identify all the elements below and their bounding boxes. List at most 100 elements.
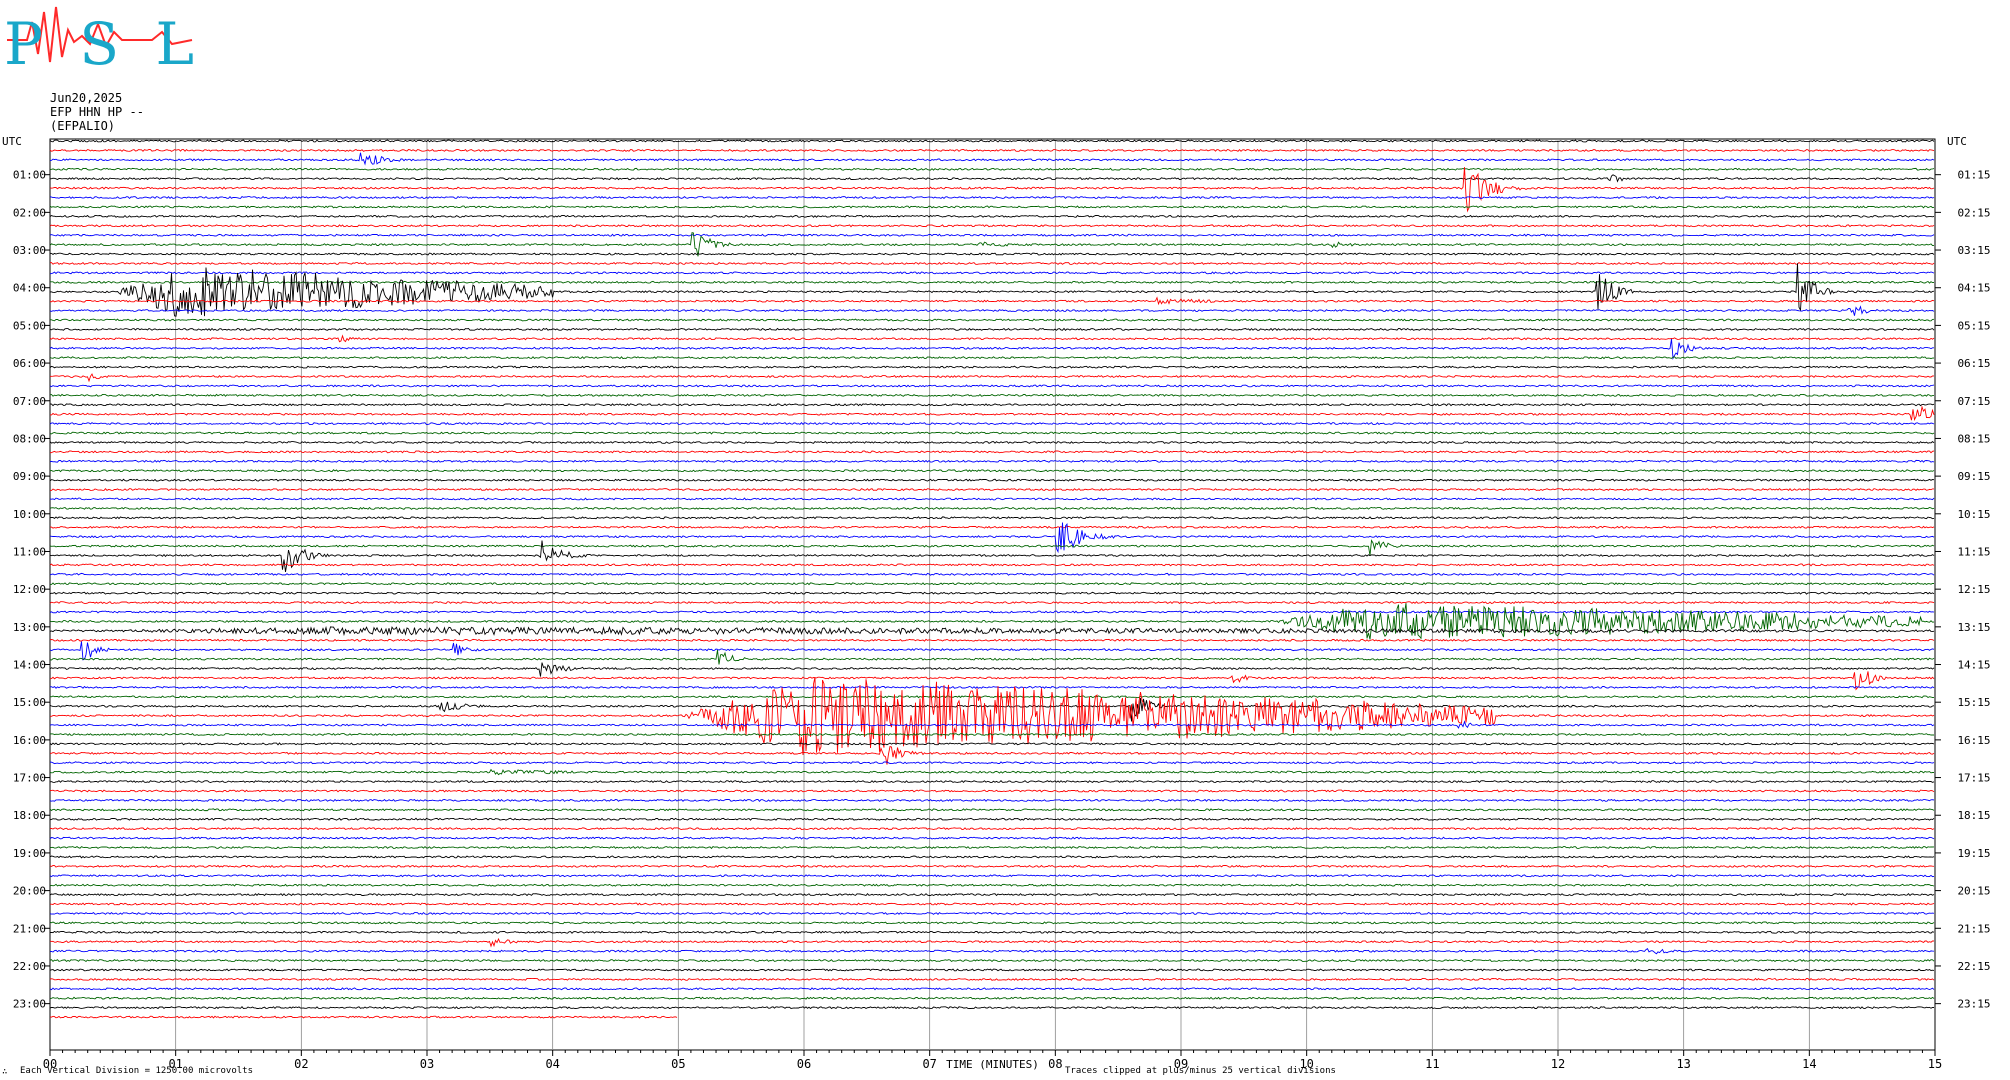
right-hour-label: 20:15	[1957, 885, 1990, 898]
seismic-trace	[49, 506, 1935, 510]
x-tick-label: 14	[1802, 1057, 1816, 1071]
seismic-trace	[49, 697, 1935, 722]
seismic-trace	[49, 610, 1935, 614]
seismic-trace	[49, 469, 1935, 473]
seismic-trace	[49, 393, 1934, 397]
seismic-trace	[49, 937, 1934, 948]
seismic-trace	[49, 497, 1935, 501]
seismic-trace	[49, 601, 1935, 605]
left-hour-label: 08:00	[13, 432, 46, 445]
left-hour-label: 02:00	[13, 206, 46, 219]
x-tick-label: 11	[1425, 1057, 1439, 1071]
seismic-trace	[50, 487, 1934, 492]
seismic-trace	[49, 808, 1935, 812]
seismic-trace	[49, 968, 1935, 972]
right-hour-label: 16:15	[1957, 734, 1990, 747]
x-tick-label: 12	[1551, 1057, 1565, 1071]
seismic-trace	[49, 263, 1935, 317]
x-axis-label: TIME (MINUTES)	[946, 1058, 1039, 1071]
logo-letters: PSL	[4, 10, 194, 72]
x-tick-label: 15	[1928, 1057, 1942, 1071]
seismic-trace	[49, 152, 1935, 166]
seismic-trace	[49, 261, 1935, 266]
right-hour-label: 07:15	[1957, 395, 1990, 408]
left-hour-label: 13:00	[13, 621, 46, 634]
x-tick-label: 10	[1299, 1057, 1313, 1071]
left-hour-label: 23:00	[13, 998, 46, 1011]
right-hour-label: 08:15	[1957, 432, 1990, 445]
right-hour-label: 06:15	[1957, 357, 1990, 370]
left-hour-label: 05:00	[13, 319, 46, 332]
seismic-trace	[49, 252, 1935, 256]
seismic-trace	[49, 761, 1935, 765]
seismic-trace	[49, 167, 1935, 171]
left-hour-label: 07:00	[13, 395, 46, 408]
seismic-trace	[49, 296, 1935, 306]
x-tick-label: 02	[294, 1057, 308, 1071]
seismic-trace	[49, 603, 1935, 640]
location-label: (EFPALIO)	[50, 119, 116, 133]
seismic-trace	[49, 205, 1935, 209]
seismic-trace	[49, 930, 1935, 934]
seismic-trace	[49, 987, 1935, 991]
seismic-trace	[49, 572, 1935, 576]
right-hour-label: 05:15	[1957, 319, 1990, 332]
seismic-trace	[49, 695, 1935, 699]
left-hour-label: 10:00	[13, 508, 46, 521]
x-tick-label: 05	[671, 1057, 685, 1071]
left-hour-label: 20:00	[13, 885, 46, 898]
seismic-trace	[49, 836, 1935, 840]
right-hour-label: 14:15	[1957, 659, 1990, 672]
seismic-trace	[49, 356, 1935, 360]
seismic-trace	[50, 450, 1935, 454]
seismic-trace	[49, 539, 1935, 556]
seismic-trace	[49, 625, 1935, 637]
seismic-trace	[49, 516, 1935, 520]
seismic-trace	[49, 214, 1935, 218]
seismic-trace	[49, 563, 1935, 567]
left-hour-label: 04:00	[13, 282, 46, 295]
left-axis-title: UTC	[2, 135, 22, 148]
seismic-trace	[49, 384, 1935, 388]
right-hour-label: 15:15	[1957, 696, 1990, 709]
seismic-trace	[49, 720, 1935, 729]
seismic-trace	[50, 280, 1935, 284]
right-hour-label: 18:15	[1957, 809, 1990, 822]
left-hour-label: 12:00	[13, 583, 46, 596]
seismic-trace	[49, 305, 1935, 316]
seismic-trace	[49, 431, 1935, 435]
right-hour-label: 13:15	[1957, 621, 1990, 634]
scale-note: Each Vertical Division = 1250.00 microvo…	[20, 1066, 253, 1076]
left-hour-label: 18:00	[13, 809, 46, 822]
x-tick-label: 09	[1174, 1057, 1188, 1071]
seismic-trace	[49, 893, 1935, 897]
right-hour-label: 23:15	[1957, 998, 1990, 1011]
right-hour-label: 11:15	[1957, 545, 1990, 558]
left-hour-label: 19:00	[13, 847, 46, 860]
seismic-trace	[50, 405, 1935, 422]
seismic-trace	[49, 174, 1935, 183]
corner-mark: ∴	[2, 1067, 8, 1077]
x-tick-label: 01	[168, 1057, 182, 1071]
seismic-trace	[50, 677, 1935, 756]
psl-logo: PSL	[2, 2, 202, 78]
x-tick-label: 08	[1048, 1057, 1062, 1071]
seismic-trace	[49, 864, 1935, 868]
seismic-trace	[49, 233, 1935, 237]
seismic-trace	[50, 827, 1935, 831]
seismic-trace	[49, 742, 1935, 746]
seismic-trace	[49, 403, 1935, 407]
right-hour-label: 12:15	[1957, 583, 1990, 596]
seismic-trace	[49, 817, 1935, 821]
seismic-trace	[49, 883, 1935, 887]
seismic-trace	[49, 318, 1935, 322]
seismic-trace	[49, 365, 1935, 369]
seismic-trace	[49, 921, 1935, 925]
left-hour-label: 03:00	[13, 244, 46, 257]
right-hour-label: 03:15	[1957, 244, 1990, 257]
seismic-trace	[49, 334, 1935, 343]
seismic-trace	[49, 958, 1935, 963]
logo-waveform	[7, 6, 193, 63]
right-axis-title: UTC	[1947, 135, 1967, 148]
left-hour-label: 15:00	[13, 696, 46, 709]
